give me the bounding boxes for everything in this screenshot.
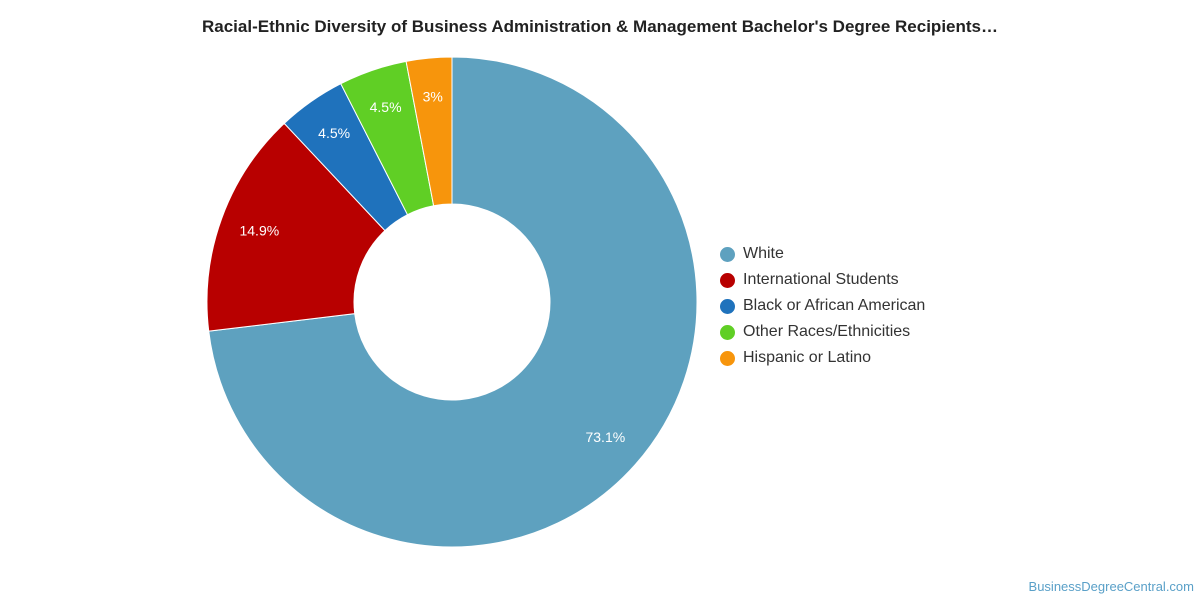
legend-label-4: Hispanic or Latino — [743, 349, 872, 366]
slice-label-2: 4.5% — [318, 125, 350, 141]
slice-1 — [206, 122, 386, 332]
legend-swatch-0 — [720, 246, 735, 262]
slice-label-3: 4.5% — [370, 99, 402, 115]
chart-legend: White International Students Black or Afri… — [720, 241, 925, 371]
legend-swatch-3 — [720, 324, 735, 340]
slice-label-1: 14.9% — [239, 223, 279, 239]
slice-4 — [405, 56, 453, 207]
slice-0 — [208, 56, 698, 548]
legend-item-3: Other Races/Ethnicities — [720, 319, 925, 345]
legend-swatch-2 — [720, 298, 735, 314]
legend-label-1: International Students — [743, 271, 899, 288]
legend-item-1: International Students — [720, 267, 925, 293]
legend-swatch-4 — [720, 350, 735, 366]
watermark-text: BusinessDegreeCentral.com — [1028, 579, 1194, 594]
legend-swatch-1 — [720, 272, 735, 288]
legend-item-0: White — [720, 241, 925, 267]
legend-item-2: Black or African American — [720, 293, 925, 319]
chart-title: Racial-Ethnic Diversity of Business Admi… — [201, 17, 998, 36]
legend-label-0: White — [743, 245, 784, 262]
slice-label-4: 3% — [423, 89, 443, 105]
legend-label-3: Other Races/Ethnicities — [743, 323, 911, 340]
legend-item-4: Hispanic or Latino — [720, 345, 925, 371]
slice-label-0: 73.1% — [585, 429, 625, 445]
legend-label-2: Black or African American — [743, 297, 926, 314]
